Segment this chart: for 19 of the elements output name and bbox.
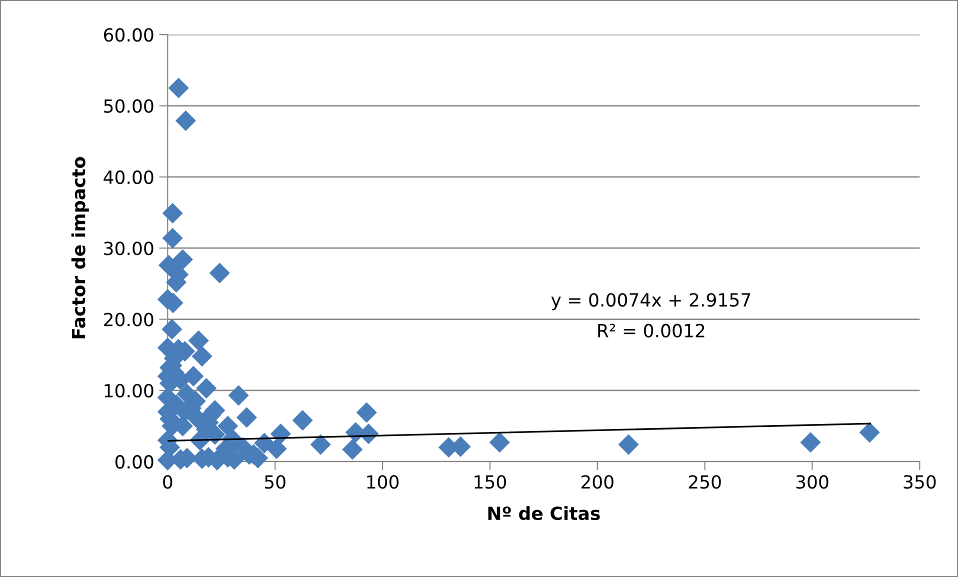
x-tick-label: 150 — [474, 475, 506, 489]
annotation: R² = 0.0012 — [598, 324, 704, 338]
annotation: y = 0.0074x + 2.9157 — [551, 293, 750, 310]
y-tick-label: 60.00 — [104, 28, 154, 42]
x-tick-label: 250 — [688, 475, 721, 489]
y-tick-label: 40.00 — [104, 170, 154, 184]
y-axis-title: Factor de impacto — [71, 157, 89, 338]
x-tick-label: 0 — [163, 475, 172, 489]
x-tick-label: 50 — [264, 475, 286, 489]
x-tick-label: 200 — [581, 475, 614, 489]
x-tick-label: 100 — [367, 475, 399, 489]
x-tick-label: 300 — [796, 475, 828, 489]
y-tick-label: 50.00 — [104, 99, 154, 113]
y-tick-label: 0.00 — [115, 455, 154, 469]
x-axis-title: Nº de Citas — [488, 506, 600, 520]
x-tick-label: 350 — [904, 475, 936, 489]
y-tick-label: 20.00 — [104, 312, 154, 326]
y-tick-label: 10.00 — [104, 384, 154, 398]
y-tick-label: 30.00 — [104, 242, 154, 256]
